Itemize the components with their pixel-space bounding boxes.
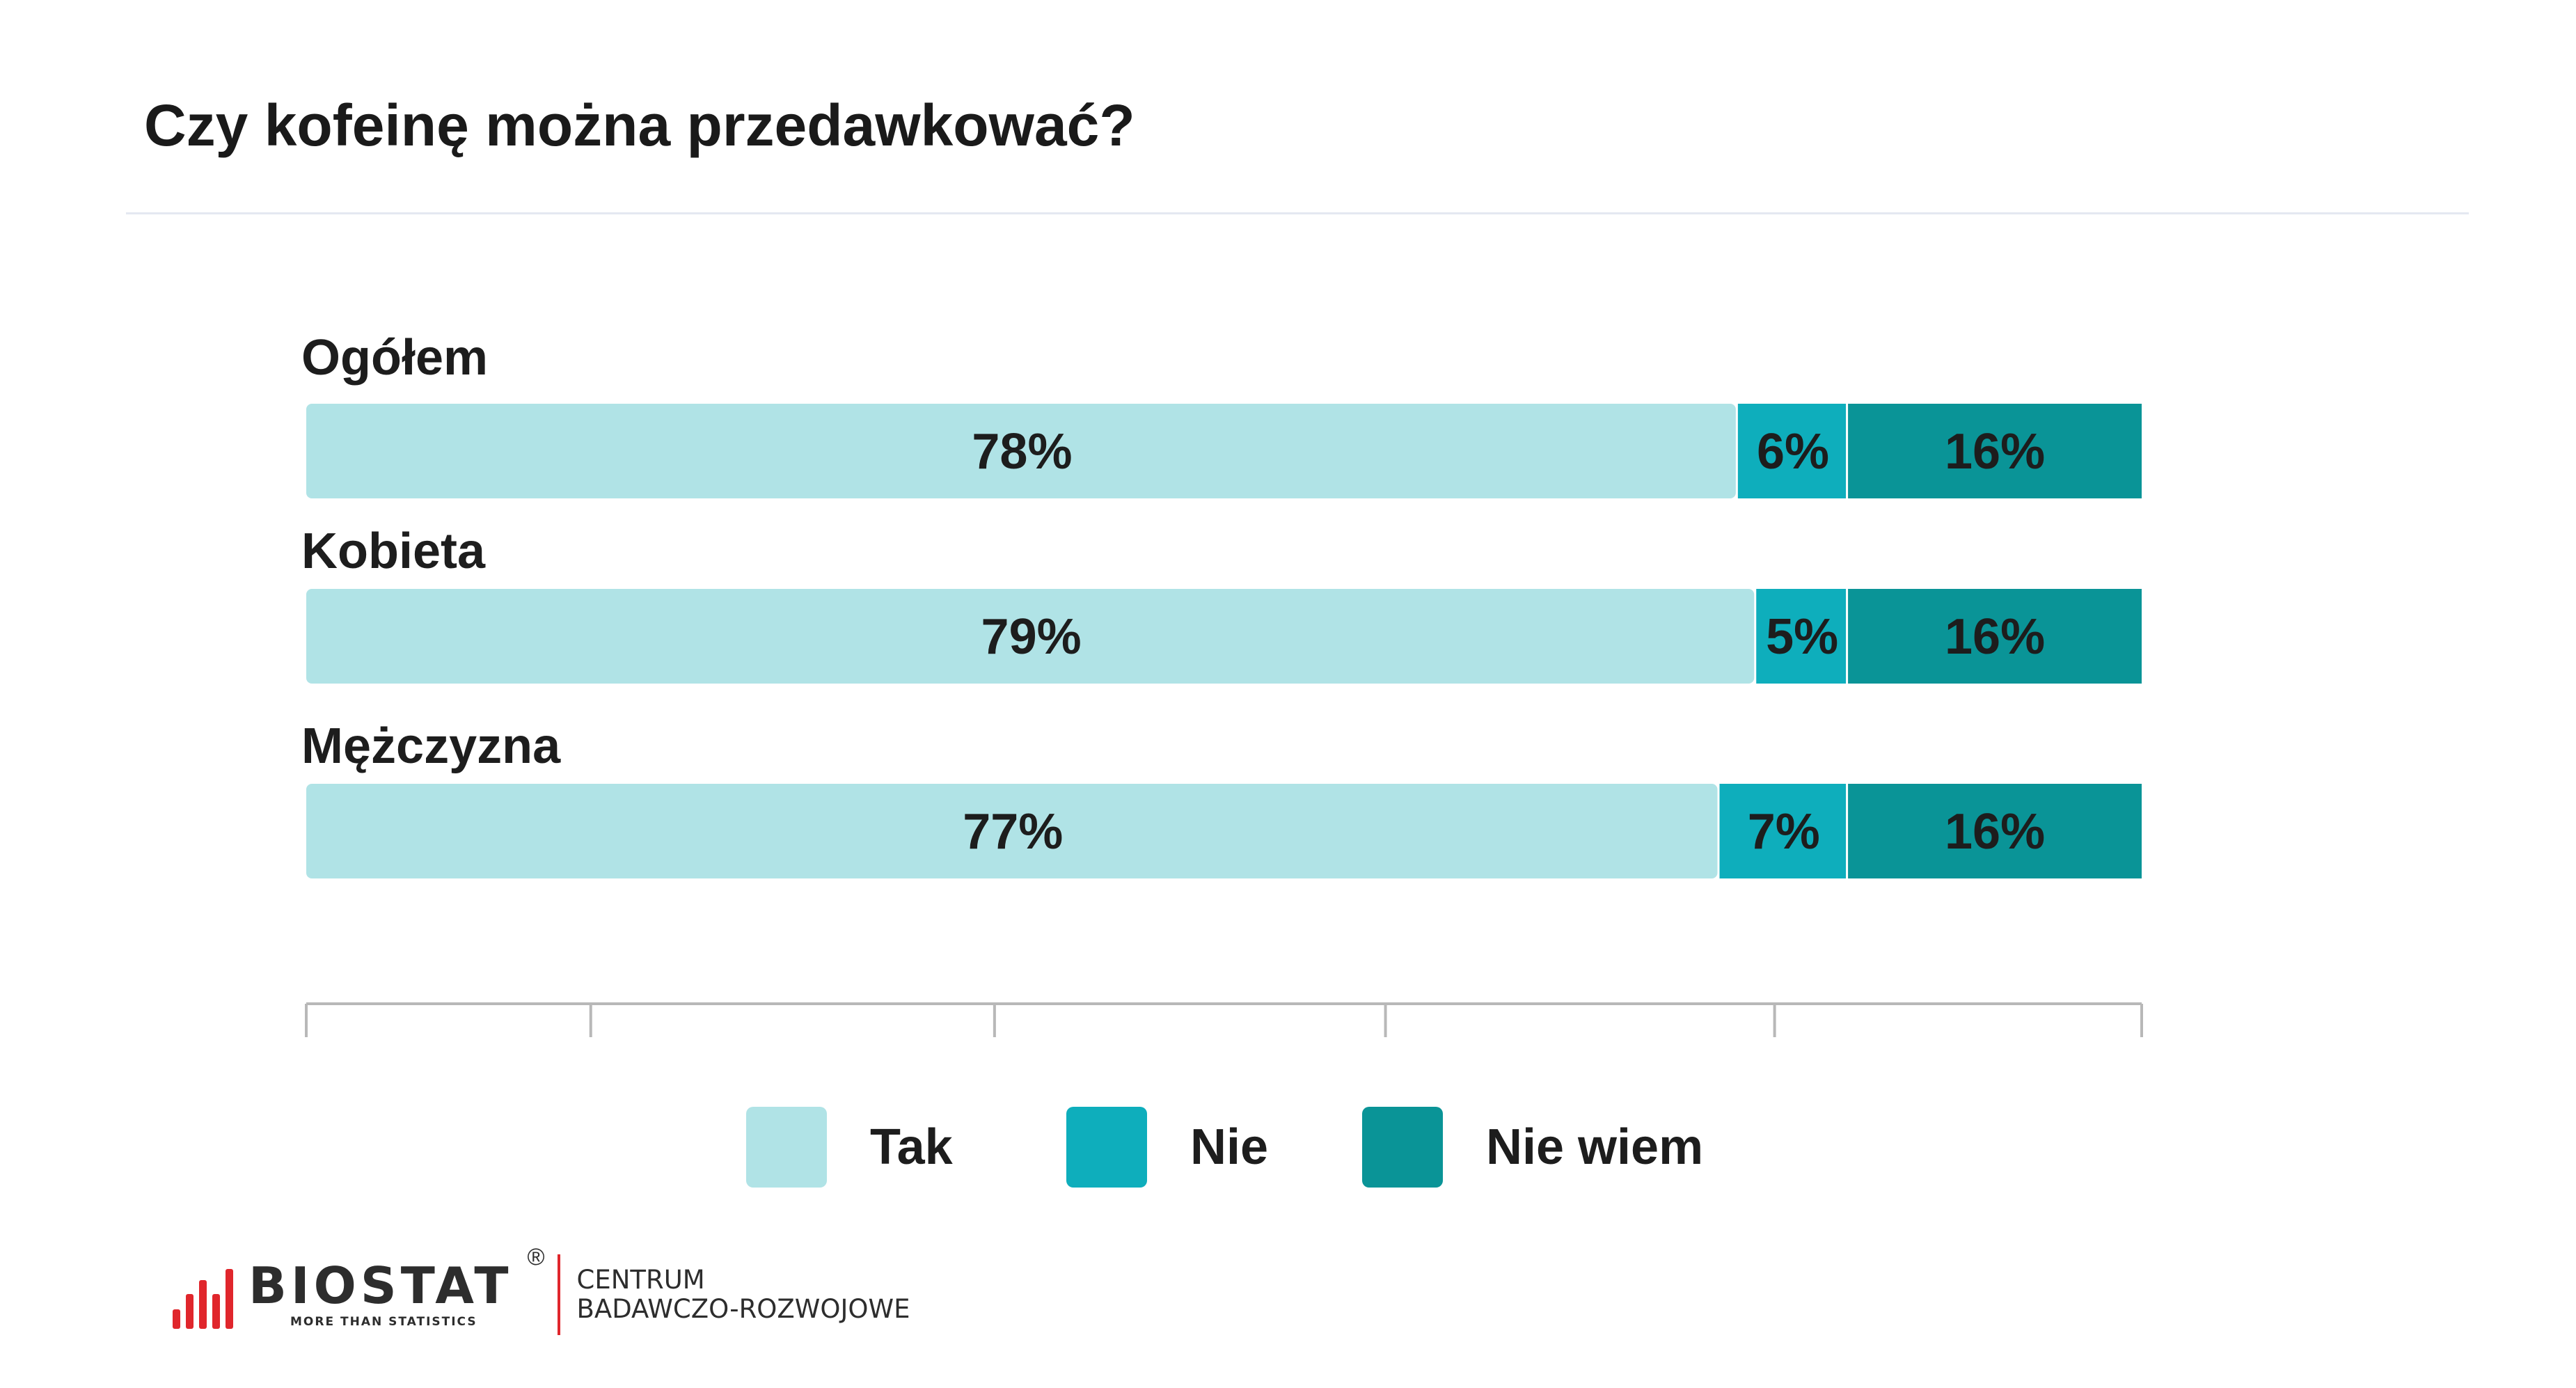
legend-swatch-tak xyxy=(746,1107,827,1188)
category-label-mężczyzna: Mężczyzna xyxy=(301,718,561,774)
bar-ogółem-nie xyxy=(1737,404,1847,498)
legend-label-nie: Nie xyxy=(1190,1119,1269,1175)
data-label-ogółem-tak: 78% xyxy=(972,424,1072,480)
centrum-line-2: BADAWCZO-ROZWOJOWE xyxy=(576,1294,910,1324)
legend-item-tak: Tak xyxy=(746,1107,953,1188)
bar-ogółem-tak xyxy=(306,404,1736,498)
centrum-text: CENTRUM BADAWCZO-ROZWOJOWE xyxy=(577,1265,910,1324)
bar-kobieta-nie xyxy=(1756,589,1847,684)
legend-item-nie-wiem: Nie wiem xyxy=(1362,1107,1703,1188)
legend-label-nie-wiem: Nie wiem xyxy=(1486,1119,1704,1175)
bar-mężczyzna-nie xyxy=(1719,784,1847,878)
legend-swatch-nie xyxy=(1066,1107,1147,1188)
bar-chart-icon xyxy=(173,1269,233,1329)
category-label-ogółem: Ogółem xyxy=(301,330,488,386)
stacked-bar-chart: Ogółem 78% 6% 16% Kobieta 79% 5% 16% Mężczyzna 77… xyxy=(301,330,2143,1037)
data-label-kobieta-nie-wiem: 16% xyxy=(1945,609,2045,665)
data-label-ogółem-nie-wiem: 16% xyxy=(1945,424,2045,480)
footer-separator xyxy=(557,1254,560,1335)
data-label-mężczyzna-nie-wiem: 16% xyxy=(1945,804,2045,860)
bar-kobieta-nie-wiem xyxy=(1848,589,2142,684)
centrum-line-1: CENTRUM xyxy=(576,1265,705,1295)
data-label-ogółem-nie: 6% xyxy=(1757,424,1829,480)
bar-ogółem-nie-wiem xyxy=(1848,404,2142,498)
category-label-kobieta: Kobieta xyxy=(301,523,486,579)
legend-swatch-nie-wiem xyxy=(1362,1107,1443,1188)
registered-mark: ® xyxy=(527,1244,545,1270)
bar-kobieta-tak xyxy=(306,589,1755,684)
logo-text: BIOSTAT xyxy=(248,1256,513,1315)
legend-item-nie: Nie xyxy=(1066,1107,1268,1188)
legend-label-tak: Tak xyxy=(870,1119,953,1175)
title-divider xyxy=(126,212,2469,214)
legend: Tak Nie Nie wiem xyxy=(0,1107,2576,1190)
bar-mężczyzna-nie-wiem xyxy=(1848,784,2142,878)
chart-title: Czy kofeinę można przedawkować? xyxy=(144,93,1135,158)
footer: BIOSTAT MORE THAN STATISTICS ® CENTRUM B… xyxy=(173,1244,910,1336)
data-label-kobieta-tak: 79% xyxy=(981,609,1082,665)
biostat-logo: BIOSTAT MORE THAN STATISTICS ® xyxy=(173,1244,545,1329)
data-label-mężczyzna-nie: 7% xyxy=(1748,804,1820,860)
data-label-kobieta-nie: 5% xyxy=(1766,609,1838,665)
bar-mężczyzna-tak xyxy=(306,784,1718,878)
logo-wordmark: BIOSTAT MORE THAN STATISTICS ® xyxy=(248,1244,545,1329)
logo-tagline: MORE THAN STATISTICS xyxy=(290,1315,477,1329)
data-label-mężczyzna-tak: 77% xyxy=(963,804,1063,860)
